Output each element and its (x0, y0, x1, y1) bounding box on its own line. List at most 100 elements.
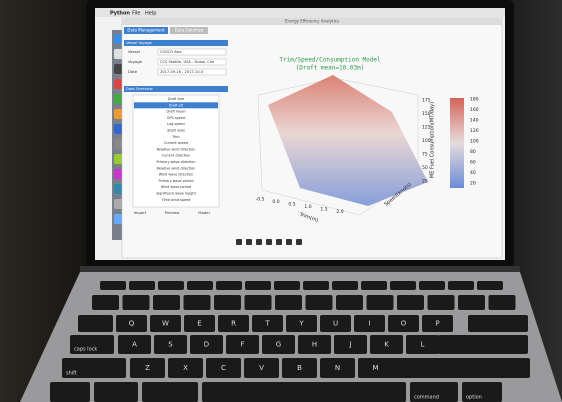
colorbar-tick-label: 20 (470, 181, 476, 187)
colorbar-tick-label: 140 (470, 118, 479, 124)
key-label: option (466, 395, 482, 401)
key-label: D (204, 341, 209, 349)
panel-header-text: Data Overview (126, 87, 153, 91)
key[interactable] (448, 281, 474, 290)
key[interactable] (336, 295, 363, 310)
button[interactable]: Import (134, 210, 147, 215)
list-item[interactable]: Relative wind direction (157, 166, 196, 170)
key[interactable] (78, 315, 113, 332)
key[interactable] (94, 382, 138, 402)
colorbar-tick-label: 80 (470, 149, 476, 155)
list-item[interactable]: Current direction (162, 154, 191, 158)
list-item[interactable]: Draft mean (166, 110, 185, 114)
plot-subtitle: (Draft mean=10.03m) (296, 65, 365, 72)
x-tick-label: 1.5 (320, 207, 327, 213)
list-item[interactable]: Wind wave period (161, 185, 191, 189)
key[interactable] (332, 281, 358, 290)
list-item[interactable]: Significant wave height (156, 192, 196, 196)
list-item[interactable]: Current speed (164, 141, 188, 145)
toolbar-icon[interactable] (256, 239, 262, 245)
key[interactable] (158, 281, 184, 290)
key[interactable] (477, 281, 503, 290)
key[interactable] (275, 295, 302, 310)
menu-item[interactable]: File (132, 11, 140, 17)
toolbar-icon[interactable] (296, 239, 302, 245)
z-tick-label: 75 (422, 152, 428, 158)
key[interactable] (142, 382, 198, 402)
key[interactable] (245, 295, 272, 310)
x-tick-label: 0.5 (288, 202, 295, 208)
list-item[interactable]: Wind wave direction (159, 173, 193, 177)
colorbar-tick-label: 160 (470, 107, 479, 113)
x-tick-label: 1.0 (304, 204, 311, 210)
toolbar-icon[interactable] (286, 239, 292, 245)
key[interactable] (468, 315, 528, 332)
key[interactable] (202, 382, 406, 402)
toolbar-icon[interactable] (236, 239, 242, 245)
list-item[interactable]: Relative wind direction (157, 147, 196, 151)
key[interactable] (361, 281, 387, 290)
colorbar (450, 98, 464, 188)
x-tick-label: -0.5 (256, 197, 265, 203)
scene: Python File Help Energy Efficiency Analy… (0, 0, 562, 402)
colorbar-tick-label: 180 (470, 97, 479, 103)
key[interactable] (458, 295, 485, 310)
key-label: R (231, 320, 236, 328)
key[interactable] (50, 382, 90, 402)
menu-app: Python (110, 11, 130, 17)
key[interactable] (428, 295, 455, 310)
key-label: shift (66, 371, 77, 377)
z-tick-label: 50 (422, 165, 428, 171)
key[interactable] (367, 295, 394, 310)
button[interactable]: Preview (165, 210, 180, 215)
list-item[interactable]: Log speed (167, 122, 184, 126)
key[interactable] (306, 295, 333, 310)
list-item[interactable]: Time wind speed (161, 198, 191, 202)
key-label: P (435, 320, 439, 328)
key-label: K (384, 341, 389, 349)
key-label: N (335, 364, 340, 372)
key[interactable] (100, 281, 126, 290)
key-label: V (259, 364, 264, 372)
key[interactable] (390, 281, 416, 290)
list-item[interactable]: Draft fore (168, 97, 184, 101)
key[interactable] (274, 281, 300, 290)
toolbar-icon[interactable] (266, 239, 272, 245)
key-label: J (348, 341, 351, 349)
key[interactable] (184, 295, 211, 310)
button[interactable]: Model (198, 210, 209, 215)
list-item[interactable]: GPS speed (167, 116, 185, 120)
field-value: 2017-09-16 - 2017-10-0 (160, 70, 204, 74)
key-label: W (162, 320, 169, 328)
key[interactable] (129, 281, 155, 290)
menu-item[interactable]: Help (145, 11, 156, 17)
key[interactable] (303, 281, 329, 290)
key[interactable] (419, 281, 445, 290)
field-value: CCS Seattle, USA - Dubai, Che (160, 60, 215, 64)
tab[interactable]: Data Optimize (175, 28, 204, 33)
list-item[interactable]: Draft aft (169, 103, 184, 107)
list-item[interactable]: Primary wave period (158, 179, 193, 183)
key-label: M (372, 364, 378, 372)
key[interactable] (187, 281, 213, 290)
list-item[interactable]: Trim (171, 135, 180, 139)
list-item[interactable]: Primary wave direction (156, 160, 195, 164)
key[interactable] (153, 295, 180, 310)
key[interactable] (123, 295, 150, 310)
key[interactable] (216, 281, 242, 290)
key-label: S (168, 341, 173, 349)
x-tick-label: 0.0 (272, 199, 279, 205)
key[interactable] (438, 335, 528, 354)
list-item[interactable]: Shaft rows (167, 129, 185, 133)
key[interactable] (489, 295, 516, 310)
key-label: E (197, 320, 201, 328)
key[interactable] (397, 295, 424, 310)
toolbar-icon[interactable] (246, 239, 252, 245)
key[interactable] (245, 281, 271, 290)
z-label: ME Fuel Consumption(MT/day) (430, 102, 436, 178)
key[interactable] (214, 295, 241, 310)
key[interactable] (380, 358, 530, 378)
toolbar-icon[interactable] (276, 239, 282, 245)
key[interactable] (92, 295, 119, 310)
tab[interactable]: Data Management (127, 28, 165, 33)
